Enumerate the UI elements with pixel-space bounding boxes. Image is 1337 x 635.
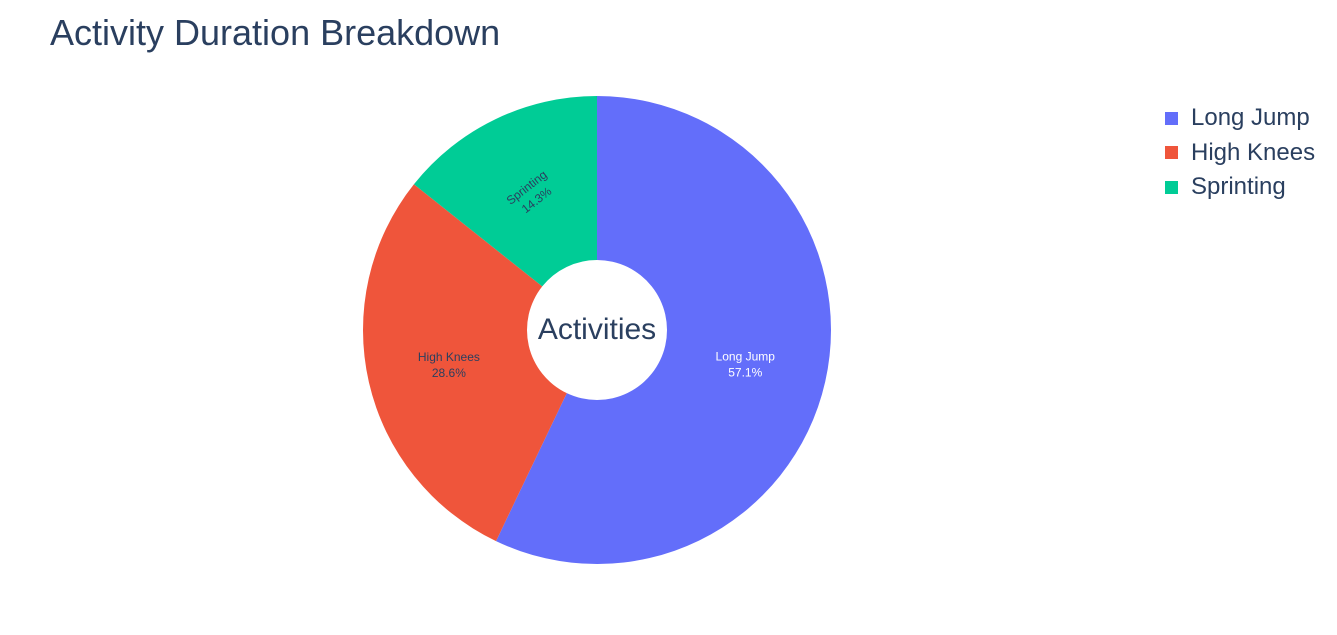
- legend-item-sprinting[interactable]: Sprinting: [1165, 170, 1315, 205]
- slice-long-jump[interactable]: [496, 96, 831, 564]
- chart-title: Activity Duration Breakdown: [50, 12, 501, 53]
- slice-label-name: High Knees: [418, 350, 480, 364]
- legend-label: Long Jump: [1191, 104, 1310, 132]
- slice-label-long-jump: Long Jump 57.1%: [716, 350, 776, 380]
- slice-high-knees[interactable]: [363, 184, 567, 542]
- legend-label: High Knees: [1191, 138, 1316, 166]
- legend-item-long-jump[interactable]: Long Jump: [1165, 101, 1315, 136]
- chart-legend: Long Jump High Knees Sprinting: [1165, 101, 1315, 205]
- legend-label: Sprinting: [1191, 173, 1286, 201]
- legend-swatch: [1165, 146, 1178, 160]
- slice-label-high-knees: High Knees 28.6%: [418, 350, 480, 380]
- slice-label-percent: 28.6%: [432, 366, 466, 380]
- pie-slices: [363, 95, 831, 564]
- legend-swatch: [1165, 111, 1178, 125]
- slice-label-percent: 57.1%: [728, 366, 762, 380]
- slice-sprinting[interactable]: [413, 95, 597, 287]
- slice-label-name: Long Jump: [716, 350, 776, 364]
- legend-item-high-knees[interactable]: High Knees: [1165, 136, 1315, 171]
- donut-center-label: Activities: [538, 313, 656, 346]
- legend-swatch: [1165, 180, 1178, 194]
